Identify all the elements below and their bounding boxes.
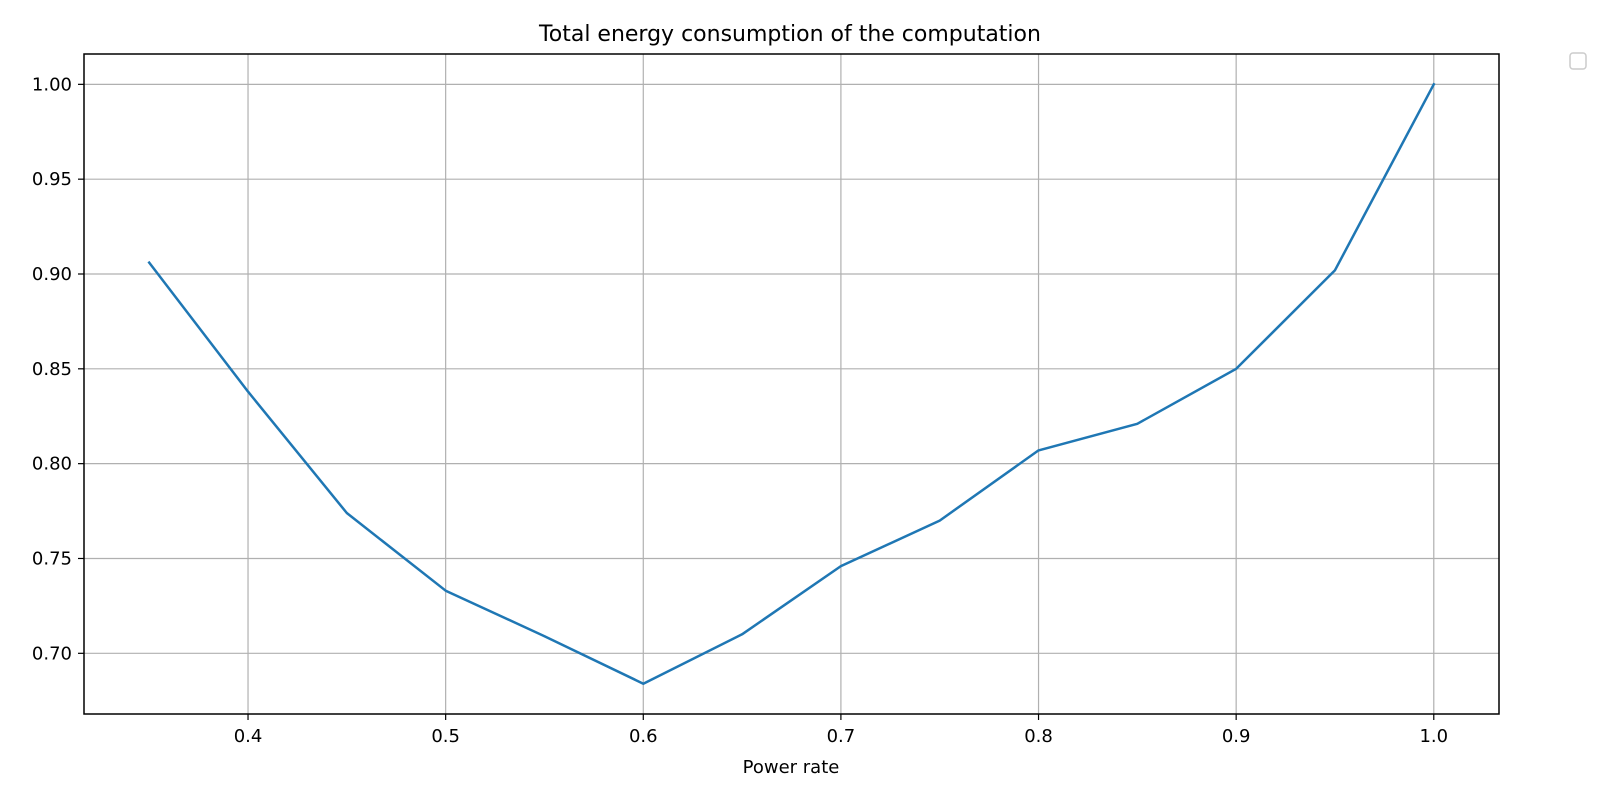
y-tick-label: 0.90 [32,264,72,285]
x-tick-label: 0.6 [629,726,658,747]
y-tick-label: 0.80 [32,454,72,475]
x-tick-label: 0.9 [1222,726,1251,747]
chart-title: Total energy consumption of the computat… [538,22,1041,47]
plot-frame [83,53,1500,715]
x-tick-label: 0.5 [431,726,460,747]
x-tick-label: 0.8 [1024,726,1053,747]
x-axis-label: Power rate [743,757,840,778]
x-tick-label: 0.7 [827,726,856,747]
ticks: 0.4 0.5 0.6 0.7 0.8 0.9 1.0 0.70 0.75 0.80 0.85 0.9… [32,74,1448,747]
y-tick-label: 0.85 [32,359,72,380]
y-tick-label: 0.95 [32,169,72,190]
y-tick-label: 1.00 [32,74,72,95]
series-line-0 [147,82,1436,685]
x-tick-label: 1.0 [1419,726,1448,747]
x-tick-label: 0.4 [234,726,263,747]
legend-box [1569,52,1587,70]
y-tick-label: 0.75 [32,548,72,569]
y-tick-label: 0.70 [32,643,72,664]
grid [84,54,1499,714]
series-layer [147,82,1436,685]
